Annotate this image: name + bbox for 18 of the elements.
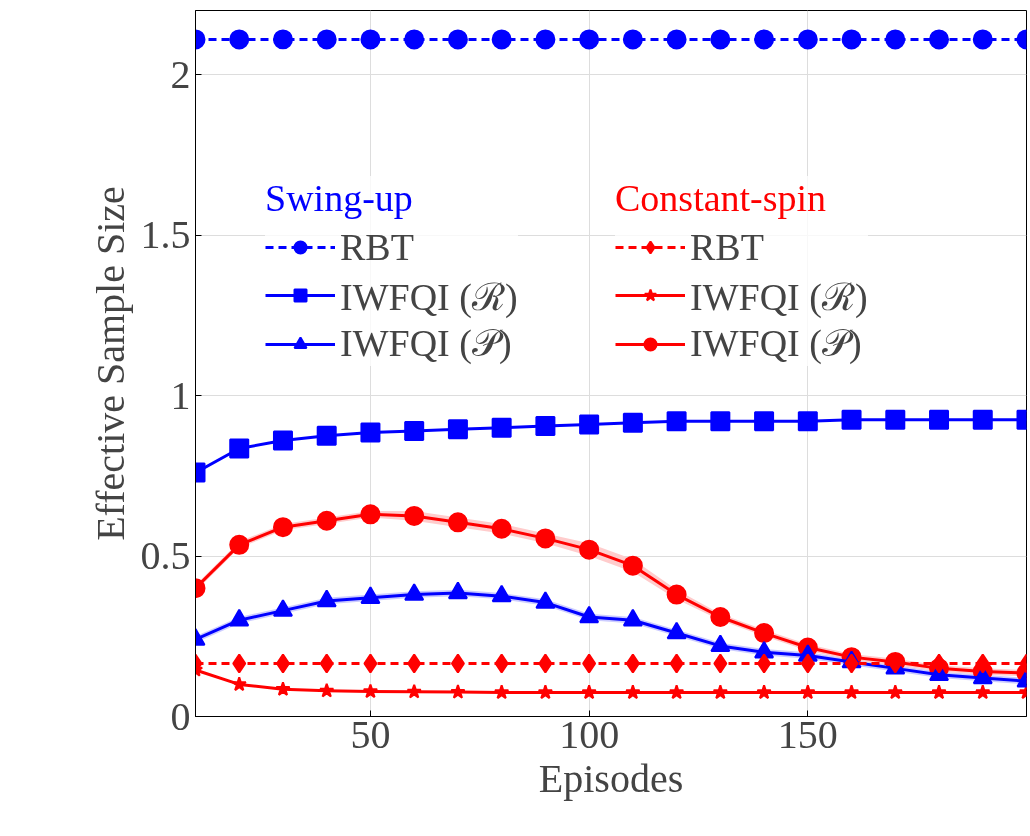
y-tick-label: 1: [170, 372, 191, 418]
y-tick-label: 0.5: [140, 533, 191, 579]
annotation: Swing-up: [265, 176, 414, 220]
x-tick-label: 150: [777, 711, 838, 757]
legend-label: RBT: [340, 225, 414, 269]
legend-label: IWFQI (ℛ): [340, 275, 518, 320]
x-axis-title: Episodes: [538, 755, 684, 801]
y-tick-label: 0: [170, 693, 191, 739]
legend-label: IWFQI (𝒫): [340, 321, 512, 366]
legend-label: RBT: [690, 225, 764, 269]
y-axis-title: Effective Sample Size: [87, 186, 133, 541]
y-tick-label: 1.5: [140, 212, 191, 258]
x-tick-label: 100: [559, 711, 620, 757]
legend-label: IWFQI (𝒫): [690, 321, 862, 366]
y-tick-label: 2: [170, 51, 191, 97]
annotation: Constant-spin: [615, 176, 828, 220]
legend-label: IWFQI (ℛ): [690, 275, 868, 320]
x-tick-label: 50: [350, 711, 391, 757]
